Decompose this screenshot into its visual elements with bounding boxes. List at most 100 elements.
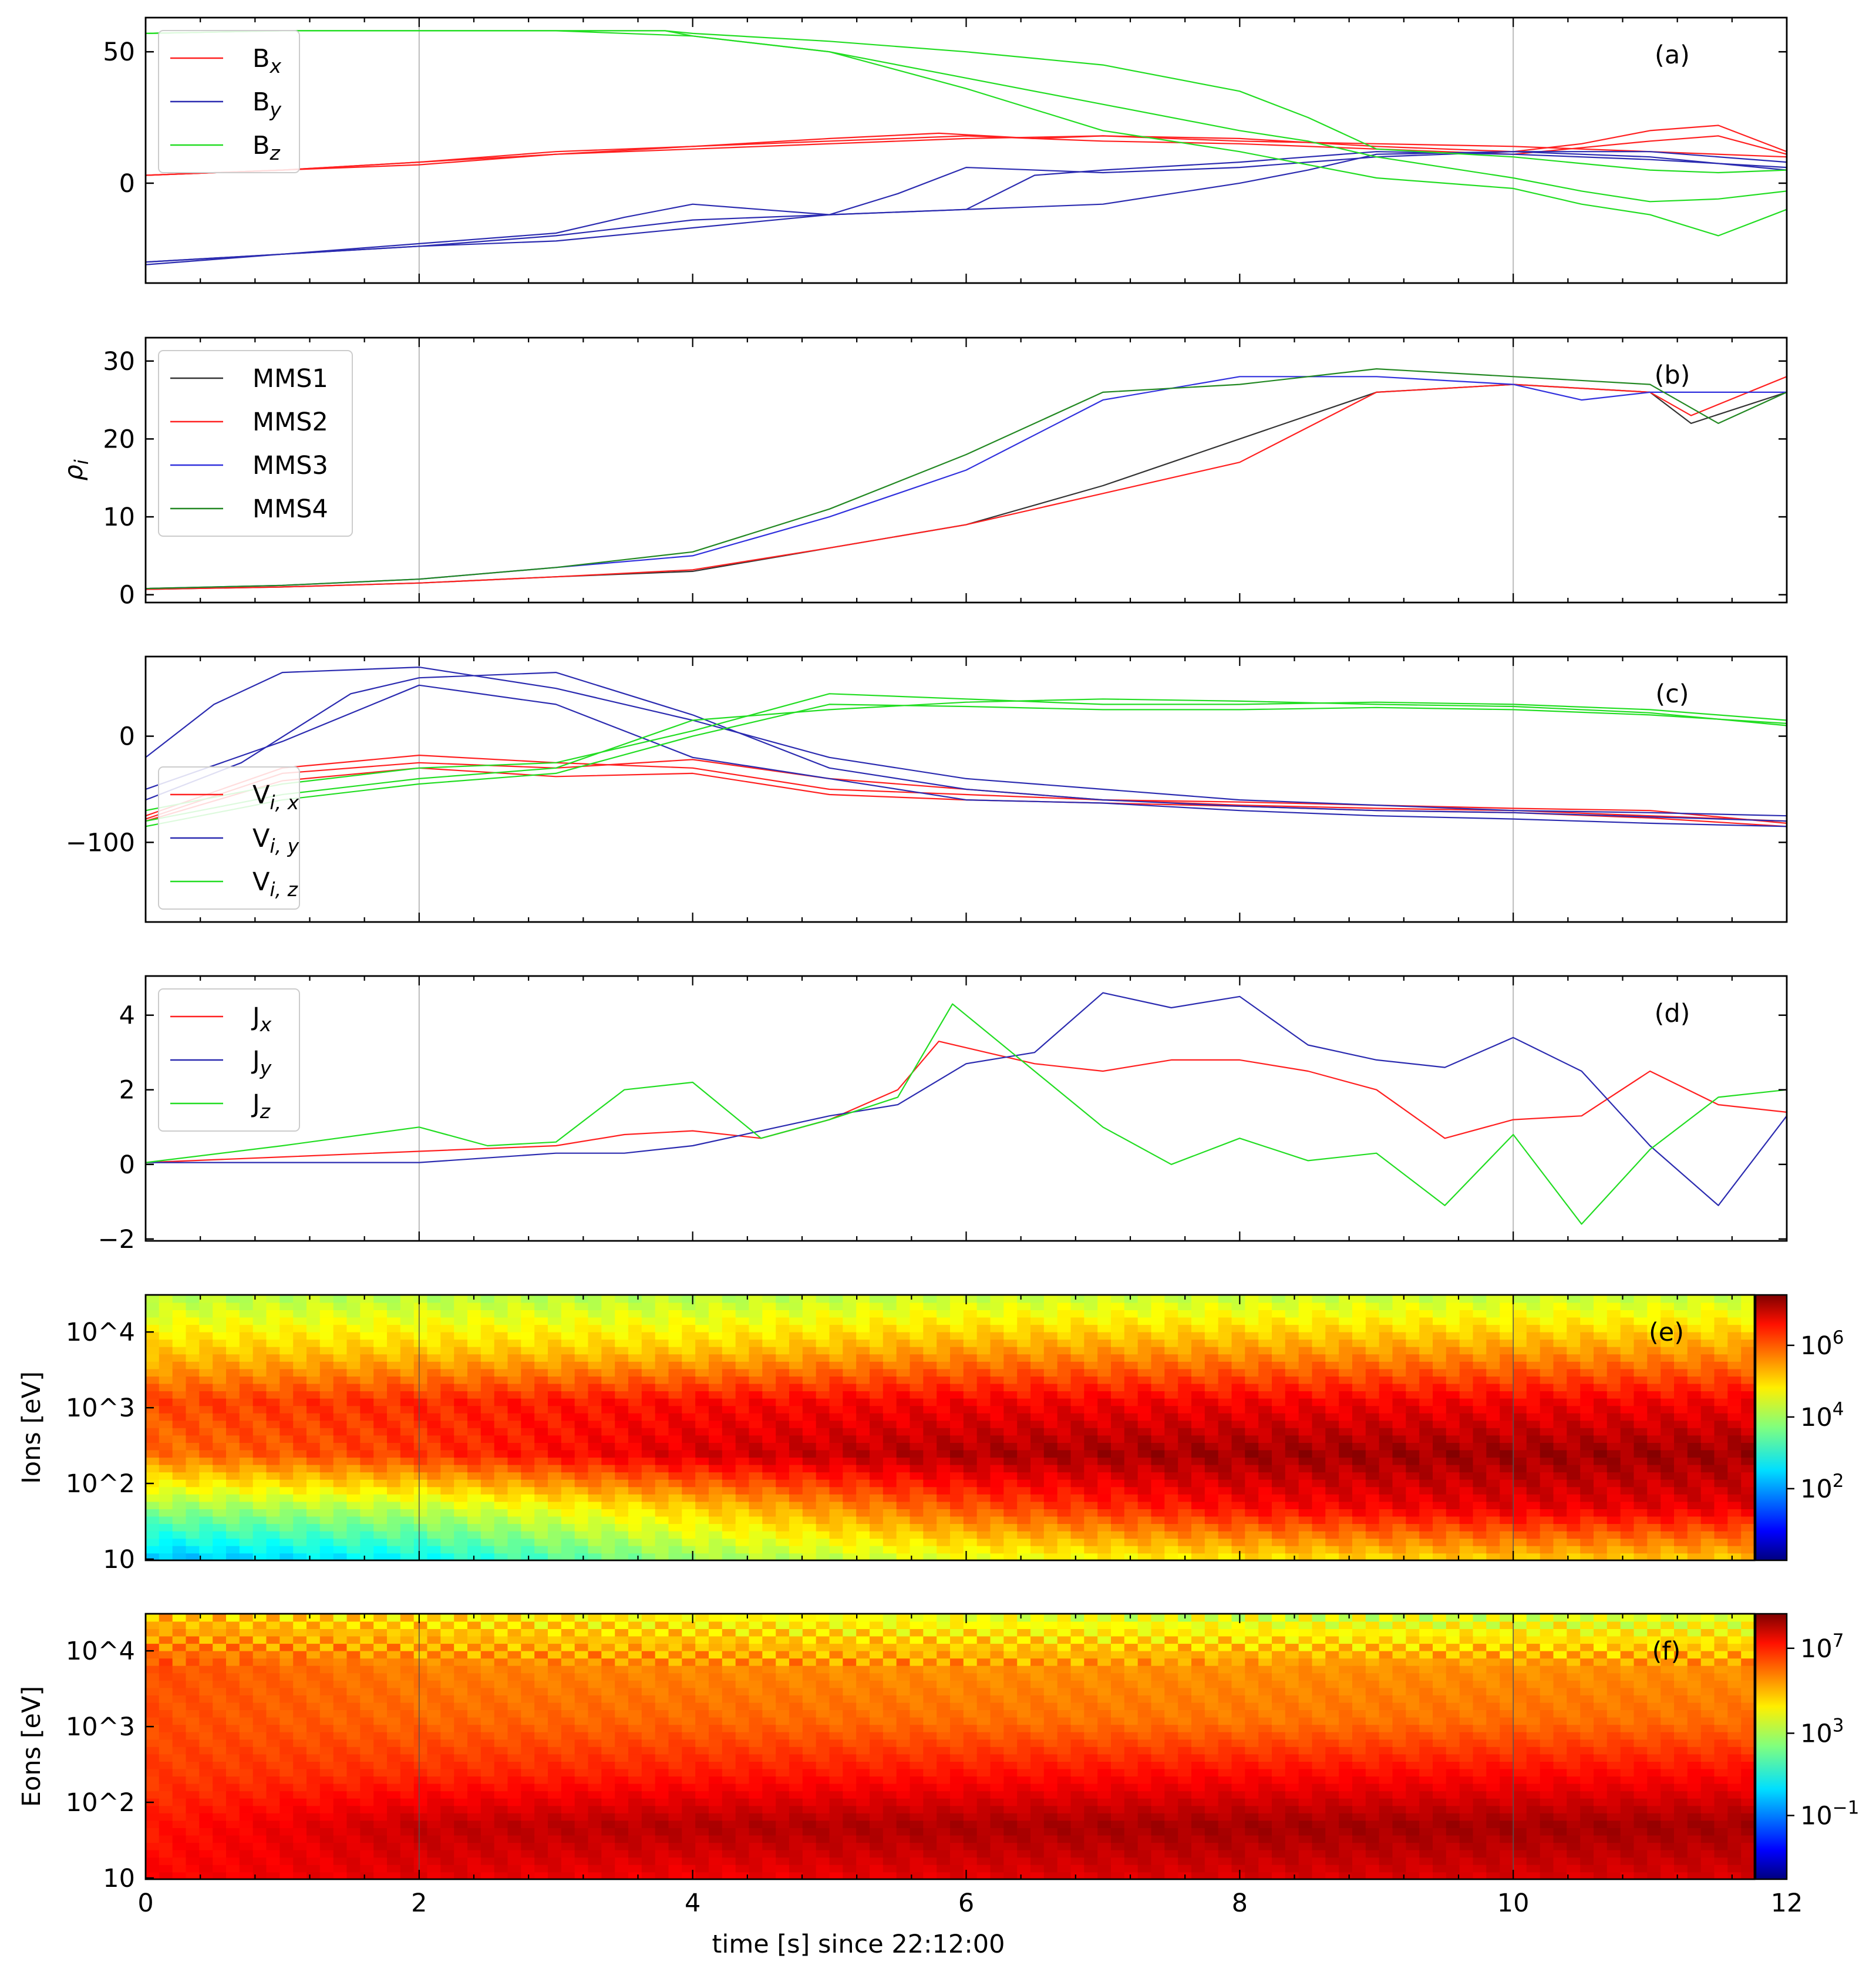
heat-cell [1620, 1331, 1635, 1340]
heat-cell [1567, 1346, 1581, 1355]
heat-cell [373, 1783, 388, 1792]
heat-cell [1647, 1435, 1661, 1443]
heat-cell [843, 1310, 857, 1318]
heat-cell [346, 1776, 361, 1784]
heat-cell [1365, 1501, 1380, 1509]
heat-cell [1178, 1317, 1192, 1325]
heat-cell [1433, 1464, 1447, 1473]
heat-cell [279, 1820, 294, 1828]
heat-cell [1419, 1523, 1433, 1532]
heat-cell [1674, 1486, 1688, 1495]
heat-cell [480, 1516, 495, 1525]
heat-cell [976, 1420, 991, 1428]
heat-cell [1406, 1310, 1420, 1318]
heat-cell [266, 1872, 281, 1879]
heat-cell [1057, 1368, 1072, 1377]
heat-cell [239, 1509, 254, 1517]
heat-cell [1526, 1442, 1541, 1451]
heat-cell [870, 1457, 884, 1465]
heat-cell [199, 1494, 213, 1502]
heat-cell [1580, 1391, 1594, 1399]
heat-cell [615, 1464, 629, 1473]
heat-cell [1272, 1368, 1286, 1377]
heat-cell [695, 1354, 709, 1362]
heat-cell [346, 1472, 361, 1480]
heat-cell [1687, 1302, 1702, 1310]
heat-cell [910, 1442, 924, 1451]
heat-cell [213, 1835, 227, 1843]
heat-cell [1231, 1449, 1246, 1458]
heat-cell [360, 1768, 374, 1777]
heat-cell [1178, 1457, 1192, 1465]
heat-cell [1392, 1302, 1407, 1310]
heat-cell [870, 1383, 884, 1392]
heat-cell [816, 1317, 830, 1325]
heat-cell [963, 1523, 978, 1532]
heat-cell [870, 1310, 884, 1318]
heat-cell [186, 1731, 200, 1740]
heat-cell [1419, 1391, 1433, 1399]
heat-cell [507, 1420, 522, 1428]
heat-cell [1661, 1331, 1675, 1340]
heat-cell [440, 1346, 454, 1355]
heat-cell [749, 1346, 763, 1355]
heat-cell [950, 1486, 964, 1495]
heat-cell [387, 1449, 401, 1458]
heat-cell [1231, 1412, 1246, 1421]
heat-cell [682, 1302, 696, 1310]
heat-cell [226, 1420, 240, 1428]
heat-cell [307, 1768, 321, 1777]
heat-cell [319, 1761, 334, 1769]
heat-cell [186, 1849, 200, 1858]
heat-cell [1164, 1361, 1178, 1369]
heat-cell [1473, 1442, 1487, 1451]
heat-cell [762, 1376, 776, 1384]
heat-cell [1700, 1494, 1715, 1502]
heat-cell [1567, 1376, 1581, 1384]
heat-cell [333, 1835, 348, 1843]
heat-cell [1459, 1295, 1474, 1303]
heat-cell [226, 1783, 240, 1792]
heat-cell [950, 1398, 964, 1406]
heat-cell [1486, 1428, 1500, 1436]
heat-cell [252, 1849, 267, 1858]
heat-cell [1084, 1376, 1098, 1384]
heat-cell [1325, 1516, 1339, 1525]
heat-cell [1272, 1494, 1286, 1502]
heat-cell [1647, 1501, 1661, 1509]
heat-cell [1204, 1302, 1219, 1310]
heat-cell [1204, 1486, 1219, 1495]
heat-cell [1111, 1361, 1125, 1369]
heat-cell [199, 1295, 213, 1303]
heat-cell [454, 1361, 468, 1369]
heat-cell [360, 1516, 374, 1525]
heat-cell [1594, 1538, 1608, 1546]
heat-cell [896, 1302, 911, 1310]
heat-cell [870, 1420, 884, 1428]
heat-cell [293, 1420, 307, 1428]
heat-cell [1473, 1464, 1487, 1473]
heat-cell [346, 1731, 361, 1740]
heat-cell [1137, 1442, 1152, 1451]
heat-cell [159, 1650, 173, 1659]
heat-cell [749, 1398, 763, 1406]
heat-cell [266, 1302, 281, 1310]
heat-cell [1459, 1317, 1474, 1325]
heat-cell [1137, 1530, 1152, 1539]
heat-cell [307, 1479, 321, 1488]
heat-cell [923, 1472, 937, 1480]
heat-cell [1526, 1509, 1541, 1517]
heat-cell [172, 1464, 187, 1473]
heat-cell [186, 1331, 200, 1340]
heat-cell [293, 1479, 307, 1488]
heat-cell [307, 1530, 321, 1539]
heat-cell [266, 1798, 281, 1806]
heat-cell [266, 1702, 281, 1711]
heat-cell [534, 1442, 548, 1451]
heat-cell [1419, 1368, 1433, 1377]
heat-cell [1661, 1405, 1675, 1414]
heat-cell [601, 1509, 615, 1517]
heat-cell [923, 1376, 937, 1384]
heat-cell [279, 1361, 294, 1369]
heat-cell [561, 1545, 575, 1554]
